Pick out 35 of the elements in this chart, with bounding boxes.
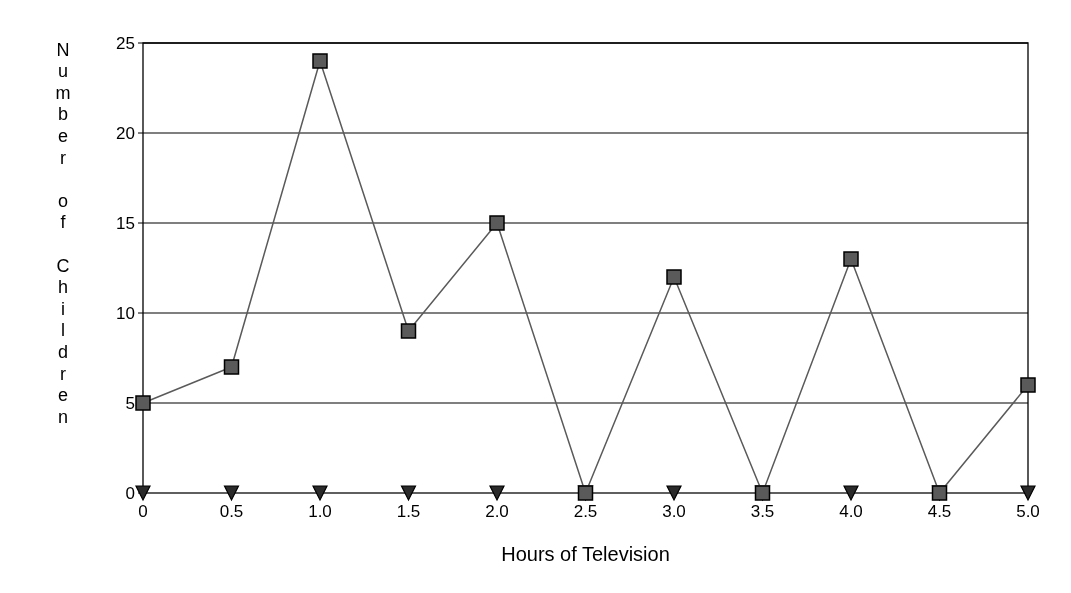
y-tick-label: 10 bbox=[116, 303, 135, 323]
point bbox=[489, 485, 505, 501]
y-tick-label: 15 bbox=[116, 213, 135, 233]
x-tick-label: 3.0 bbox=[662, 502, 686, 521]
y-tick-label: 0 bbox=[125, 483, 135, 503]
x-tick-label: 4.0 bbox=[839, 502, 863, 521]
y-tick-label: 20 bbox=[116, 123, 135, 143]
point bbox=[400, 485, 417, 501]
point bbox=[400, 323, 417, 339]
point bbox=[223, 485, 240, 501]
point bbox=[1020, 485, 1036, 501]
x-tick-label: 2.0 bbox=[485, 502, 509, 521]
x-tick-label: 2.5 bbox=[573, 502, 598, 521]
x-tick-label: 3.5 bbox=[750, 502, 775, 521]
point bbox=[312, 53, 328, 69]
x-axis-title: Hours of Television bbox=[501, 543, 670, 565]
x-tick-label: 5.0 bbox=[1016, 502, 1040, 521]
point bbox=[1020, 377, 1036, 393]
point bbox=[843, 485, 859, 501]
x-tick-label: 1.0 bbox=[308, 502, 332, 521]
point bbox=[666, 485, 682, 501]
point bbox=[135, 395, 151, 411]
x-tick-label: 0 bbox=[138, 502, 148, 521]
point bbox=[666, 269, 682, 285]
point bbox=[223, 359, 240, 375]
x-tick-label: 0.5 bbox=[219, 502, 244, 521]
point bbox=[489, 215, 505, 231]
point bbox=[135, 485, 151, 501]
y-tick-label: 5 bbox=[125, 393, 135, 413]
x-tick-label: 4.5 bbox=[927, 502, 952, 521]
x-tick-label: 1.5 bbox=[396, 502, 421, 521]
y-tick-label: 25 bbox=[116, 33, 135, 53]
point bbox=[843, 251, 859, 267]
point bbox=[312, 485, 328, 501]
text: Number of Children bbox=[55, 39, 71, 427]
